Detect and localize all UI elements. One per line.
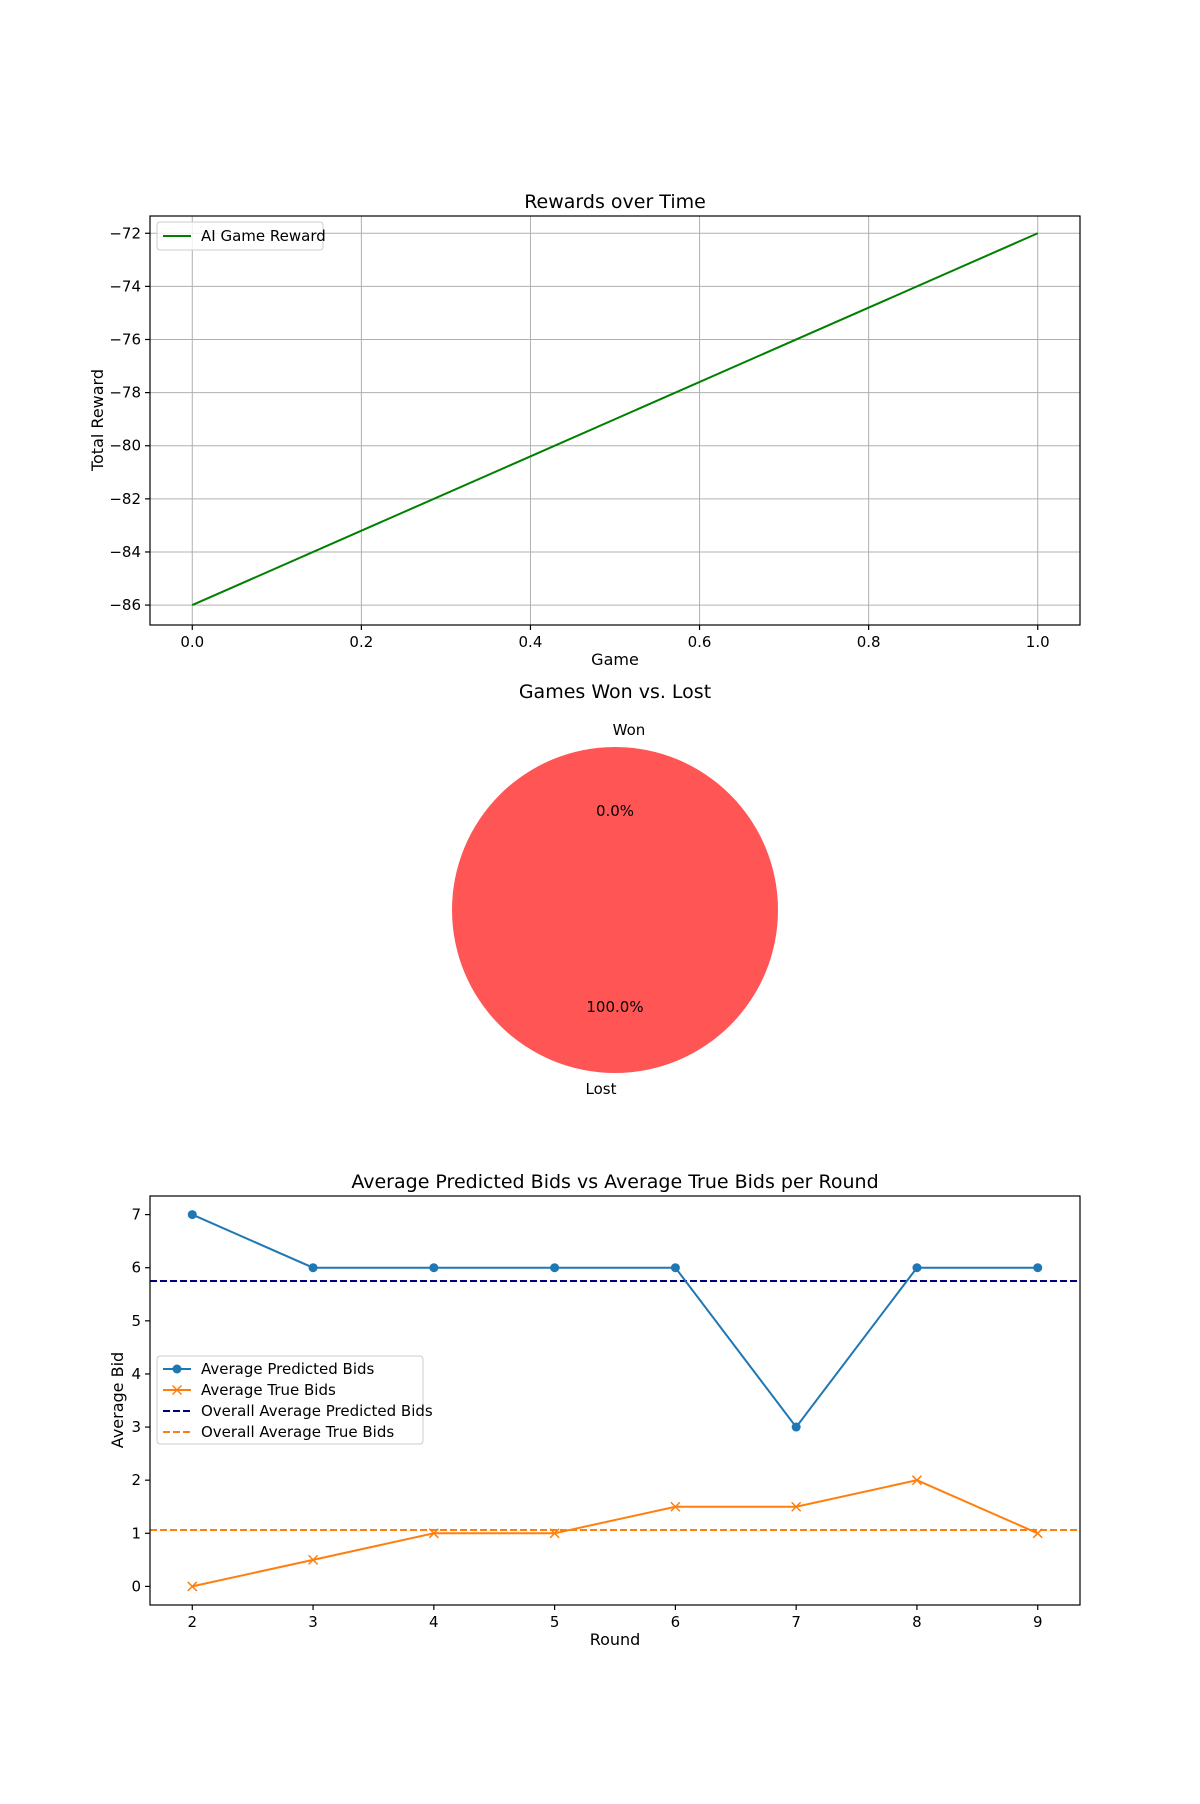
rewards-x-label: Game <box>591 650 639 669</box>
legend-predicted-label: Average Predicted Bids <box>201 1360 375 1378</box>
data-point-true <box>670 1501 681 1512</box>
data-point-predicted <box>791 1422 801 1432</box>
y-tick-label: 4 <box>131 1365 141 1383</box>
pie-pct-lost: 100.0% <box>586 998 643 1016</box>
bids-legend-box <box>156 1355 424 1445</box>
data-point-predicted <box>308 1263 318 1273</box>
y-tick-label: 2 <box>131 1471 141 1489</box>
y-tick-label: −72 <box>109 224 141 242</box>
series-line-0 <box>191 1213 1038 1429</box>
bids-series <box>187 1210 1043 1592</box>
y-tick-label: −86 <box>109 596 141 614</box>
x-tick-label: 2 <box>187 1613 197 1631</box>
x-tick-label: 1.0 <box>1026 633 1050 651</box>
pie-chart-title: Games Won vs. Lost <box>519 681 711 703</box>
x-tick-label: 9 <box>1033 1613 1043 1631</box>
bids-y-ticks: 0 1 2 3 4 5 6 7 <box>131 1206 150 1595</box>
x-tick-label: 5 <box>550 1613 560 1631</box>
legend-item-predicted: Average Predicted Bids <box>163 1360 375 1378</box>
y-tick-label: 5 <box>131 1312 141 1330</box>
x-tick-label: 0.6 <box>688 633 712 651</box>
x-tick-label: 7 <box>791 1613 801 1631</box>
x-tick-label: 0.8 <box>857 633 881 651</box>
x-tick-label: 0.0 <box>180 633 204 651</box>
bids-reference-lines <box>150 1279 1080 1531</box>
rewards-legend: AI Game Reward <box>156 221 326 251</box>
data-point-true <box>1032 1528 1043 1539</box>
x-tick-label: 3 <box>308 1613 318 1631</box>
y-tick-label: −78 <box>109 384 141 402</box>
games-pie-chart: Games Won vs. Lost Won 0.0% 100.0% Lost <box>452 681 778 1098</box>
bids-chart: Average Predicted Bids vs Average True B… <box>108 1171 1081 1649</box>
rewards-legend-label: AI Game Reward <box>201 227 326 245</box>
data-point-predicted <box>670 1263 680 1273</box>
rewards-y-label: Total Reward <box>88 369 107 472</box>
y-tick-label: 3 <box>131 1418 141 1436</box>
bids-legend: Average Predicted Bids Average True Bids… <box>156 1355 433 1445</box>
rewards-chart-title: Rewards over Time <box>524 191 706 213</box>
data-point-predicted <box>550 1263 560 1273</box>
y-tick-label: −74 <box>109 277 141 295</box>
y-tick-label: −80 <box>109 437 141 455</box>
legend-true-label: Average True Bids <box>201 1381 336 1399</box>
legend-overall-predicted-label: Overall Average Predicted Bids <box>201 1402 433 1420</box>
data-point-predicted <box>187 1210 197 1220</box>
y-tick-label: 1 <box>131 1524 141 1542</box>
rewards-chart: Rewards over Time 0.0 0.2 0.4 0.6 0.8 1.0 −72… <box>88 191 1081 669</box>
data-point-true <box>549 1528 560 1539</box>
legend-item-overall-true: Overall Average True Bids <box>163 1423 394 1441</box>
rewards-legend-box <box>156 221 324 251</box>
data-point-predicted <box>429 1263 439 1273</box>
y-tick-label: 6 <box>131 1259 141 1277</box>
bids-plot-frame <box>149 1195 1081 1606</box>
x-tick-label: 0.4 <box>519 633 543 651</box>
legend-item-overall-predicted: Overall Average Predicted Bids <box>163 1402 433 1420</box>
y-tick-label: 7 <box>131 1206 141 1224</box>
rewards-x-ticks: 0.0 0.2 0.4 0.6 0.8 1.0 <box>180 625 1050 651</box>
y-tick-label: −84 <box>109 543 141 561</box>
legend-overall-true-label: Overall Average True Bids <box>201 1423 394 1441</box>
pie-pct-won: 0.0% <box>596 802 634 820</box>
data-point-true <box>911 1475 922 1486</box>
rewards-series <box>191 232 1039 606</box>
x-tick-label: 6 <box>671 1613 681 1631</box>
data-point-true <box>428 1528 439 1539</box>
data-point-predicted <box>1033 1263 1043 1273</box>
legend-predicted-marker <box>172 1364 182 1374</box>
legend-true-marker <box>171 1384 183 1396</box>
x-tick-label: 0.2 <box>349 633 373 651</box>
data-point-true <box>308 1554 319 1565</box>
rewards-grid <box>150 216 1080 625</box>
data-point-true <box>791 1501 802 1512</box>
pie-slice-lost <box>452 747 778 1073</box>
legend-item-true: Average True Bids <box>163 1381 336 1399</box>
bids-y-label: Average Bid <box>108 1352 127 1448</box>
y-tick-label: −82 <box>109 490 141 508</box>
rewards-y-ticks: −72 −74 −76 −78 −80 −82 −84 −86 <box>109 224 150 614</box>
bids-x-label: Round <box>590 1630 641 1649</box>
bids-chart-title: Average Predicted Bids vs Average True B… <box>351 1171 878 1193</box>
rewards-series-line <box>191 232 1039 606</box>
series-line-1 <box>192 1479 1039 1588</box>
rewards-plot-frame <box>149 215 1081 626</box>
x-tick-label: 8 <box>912 1613 922 1631</box>
y-tick-label: −76 <box>109 330 141 348</box>
pie-label-won: Won <box>613 721 646 739</box>
data-point-true <box>187 1581 198 1592</box>
bids-x-ticks: 2 3 4 5 6 7 8 9 <box>187 1605 1043 1631</box>
y-tick-label: 0 <box>131 1577 141 1595</box>
data-point-predicted <box>912 1263 922 1273</box>
pie-label-lost: Lost <box>586 1080 617 1098</box>
x-tick-label: 4 <box>429 1613 439 1631</box>
